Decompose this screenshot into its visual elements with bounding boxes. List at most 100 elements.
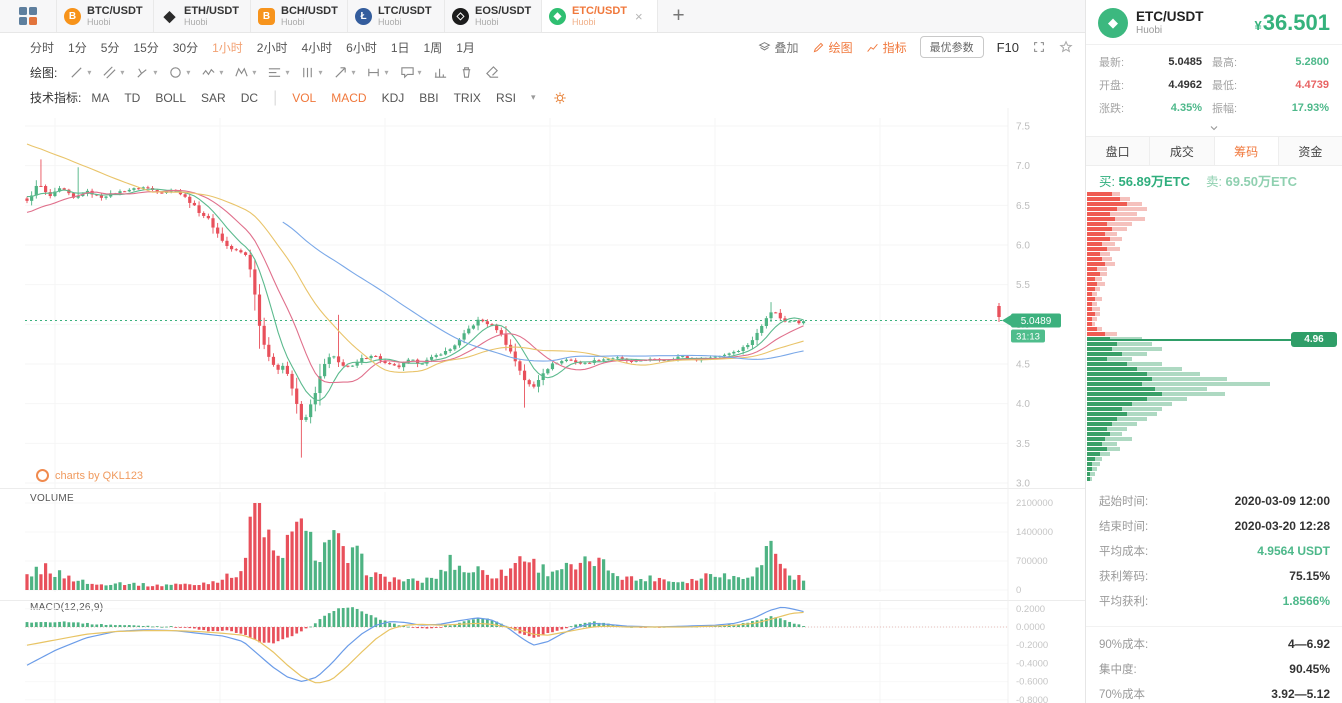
chip-bar: [1087, 277, 1095, 281]
tab-eth-usdt[interactable]: ◆ ETH/USDT Huobi: [153, 0, 250, 32]
volume-chart[interactable]: 2100000 1400000 700000 0: [0, 488, 1085, 600]
drawbar-label: 绘图:: [30, 66, 58, 80]
chip-distribution-chart[interactable]: 4.96: [1086, 190, 1342, 484]
collapse-stats-button[interactable]: [1086, 119, 1342, 136]
side-header: ◆ ETC/USDT Huobi ¥36.501: [1086, 0, 1342, 44]
tab-symbol: LTC/USDT: [378, 4, 432, 17]
fullscreen-icon[interactable]: [1032, 40, 1046, 54]
indicator-ma[interactable]: MA: [91, 90, 110, 105]
indicator-button[interactable]: 指标: [866, 39, 907, 56]
timeframe-1分[interactable]: 1分: [68, 40, 87, 55]
chip-bar: [1087, 472, 1090, 476]
timeframe-30分[interactable]: 30分: [172, 40, 199, 55]
draw-button[interactable]: 绘图: [812, 39, 853, 56]
parallel-channel-tool[interactable]: ▾: [98, 63, 128, 82]
pitchfork-tool[interactable]: ▾: [131, 63, 161, 82]
trend-line-tool[interactable]: ▾: [65, 63, 95, 82]
timeframe-5分[interactable]: 5分: [100, 40, 120, 55]
indicator-macd[interactable]: MACD: [331, 90, 367, 105]
side-tab-筹码[interactable]: 筹码: [1214, 137, 1279, 165]
avg-cost-marker-line: [1087, 339, 1291, 341]
timeframe-1月[interactable]: 1月: [456, 40, 475, 55]
side-tab-盘口[interactable]: 盘口: [1086, 137, 1151, 165]
chip-bar: [1087, 297, 1095, 301]
ellipse-tool[interactable]: ▾: [164, 63, 194, 82]
measure-icon: [368, 68, 380, 77]
indicator-trix[interactable]: TRIX: [453, 90, 481, 105]
tab-btc-usdt[interactable]: B BTC/USDT Huobi: [56, 0, 153, 32]
timeframe-分时[interactable]: 分时: [30, 40, 55, 55]
tab-exchange: Huobi: [475, 17, 499, 28]
timeframe-2小时[interactable]: 2小时: [256, 40, 288, 55]
chip-bar-light: [1087, 477, 1092, 481]
delete-tool[interactable]: [455, 63, 478, 82]
tab-symbol: BTC/USDT: [87, 4, 143, 17]
callout-tool[interactable]: ▾: [396, 63, 426, 82]
chip-bar: [1087, 457, 1095, 461]
side-tab-资金[interactable]: 资金: [1278, 137, 1342, 165]
indicator-vol[interactable]: VOL: [292, 90, 317, 105]
wave-tool[interactable]: ▾: [197, 63, 227, 82]
chip-info-list: 起始时间: 2020-03-09 12:00 结束时间: 2020-03-20 12:…: [1086, 488, 1342, 613]
indicator-rsi[interactable]: RSI: [495, 90, 516, 105]
more-indicators-caret-icon[interactable]: ▾: [530, 92, 536, 102]
add-tab-button[interactable]: +: [657, 0, 699, 32]
chip-bar: [1087, 252, 1100, 256]
measure-tool[interactable]: ▾: [362, 63, 392, 82]
side-panel: ◆ ETC/USDT Huobi ¥36.501 最新: 5.0485 最高: 5.2…: [1085, 0, 1342, 703]
caret-down-icon[interactable]: ▾: [351, 68, 356, 77]
overlay-button[interactable]: 叠加: [758, 39, 799, 56]
price-chart[interactable]: 7.57.06.56.05.55.04.54.03.53.05.048931:1…: [0, 108, 1085, 488]
pattern-tool[interactable]: ▾: [230, 63, 260, 82]
side-tab-成交[interactable]: 成交: [1150, 137, 1215, 165]
chip-bar: [1087, 312, 1095, 316]
caret-down-icon[interactable]: ▾: [318, 68, 323, 77]
best-params-button[interactable]: 最优参数: [919, 36, 984, 58]
timeframe-1日[interactable]: 1日: [390, 40, 410, 55]
timeframe-4小时[interactable]: 4小时: [301, 40, 333, 55]
indicator-boll[interactable]: BOLL: [155, 90, 187, 105]
timeframe-1小时[interactable]: 1小时: [212, 40, 243, 55]
sell-total: 卖: 69.50万ETC: [1206, 174, 1298, 189]
indicator-kdj[interactable]: KDJ: [381, 90, 405, 105]
info-label: 平均成本:: [1099, 545, 1149, 558]
eraser-tool[interactable]: [481, 63, 504, 82]
caret-down-icon[interactable]: ▾: [186, 68, 191, 77]
caret-down-icon[interactable]: ▾: [285, 68, 290, 77]
caret-down-icon[interactable]: ▾: [87, 68, 92, 77]
caret-down-icon[interactable]: ▾: [417, 68, 422, 77]
arrow-tool[interactable]: ▾: [329, 63, 359, 82]
caret-down-icon[interactable]: ▾: [384, 68, 389, 77]
f10-button[interactable]: F10: [996, 39, 1019, 55]
tab-bch-usdt[interactable]: B BCH/USDT Huobi: [250, 0, 347, 32]
indicator-bbi[interactable]: BBI: [419, 90, 439, 105]
chip-bar-light: [1087, 417, 1147, 421]
fib-retracement-tool[interactable]: ▾: [263, 63, 293, 82]
gann-lines-tool[interactable]: ▾: [296, 63, 326, 82]
svg-text:5.5: 5.5: [1016, 280, 1030, 291]
layout-grid-button[interactable]: [0, 0, 56, 32]
timeframe-1周[interactable]: 1周: [423, 40, 443, 55]
chip-bar: [1087, 267, 1097, 271]
indicator-sar[interactable]: SAR: [201, 90, 226, 105]
chip-bar-light: [1087, 467, 1097, 471]
tab-eos-usdt[interactable]: ◇ EOS/USDT Huobi: [444, 0, 541, 32]
close-tab-icon[interactable]: ×: [635, 8, 643, 24]
timeframe-15分[interactable]: 15分: [133, 40, 159, 55]
tab-symbol: ETH/USDT: [184, 4, 239, 17]
stats-tool[interactable]: [429, 63, 452, 82]
svg-text:6.5: 6.5: [1016, 201, 1030, 212]
indicator-td[interactable]: TD: [124, 90, 141, 105]
tab-etc-usdt[interactable]: ◆ ETC/USDT Huobi ×: [541, 0, 657, 32]
favorite-star-icon[interactable]: [1059, 40, 1073, 54]
timeframe-6小时[interactable]: 6小时: [346, 40, 377, 55]
caret-down-icon[interactable]: ▾: [219, 68, 224, 77]
macd-chart[interactable]: 0.2000 0.0000 -0.2000 -0.4000 -0.6000 -0.8000: [0, 600, 1085, 703]
tab-ltc-usdt[interactable]: Ł LTC/USDT Huobi: [347, 0, 444, 32]
stat-v1: 5.0485: [1168, 55, 1202, 68]
caret-down-icon[interactable]: ▾: [120, 68, 125, 77]
caret-down-icon[interactable]: ▾: [252, 68, 257, 77]
indicator-settings-gear-icon[interactable]: [553, 91, 567, 105]
indicator-dc[interactable]: DC: [240, 90, 259, 105]
caret-down-icon[interactable]: ▾: [153, 68, 158, 77]
